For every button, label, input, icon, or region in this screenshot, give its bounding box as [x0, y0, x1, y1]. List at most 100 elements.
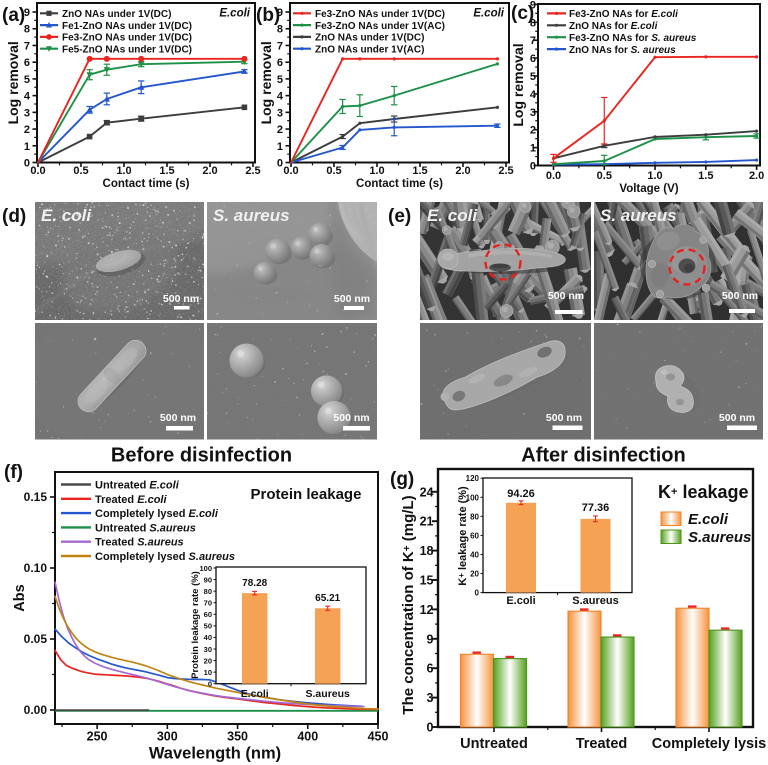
svg-text:Voltage (V): Voltage (V)	[619, 183, 678, 195]
svg-text:0.15: 0.15	[24, 490, 48, 504]
svg-text:Untreated: Untreated	[460, 736, 528, 752]
svg-text:6: 6	[530, 53, 536, 65]
svg-text:The concentration of K+ (mg/L): The concentration of K+ (mg/L)	[400, 495, 417, 714]
svg-text:12: 12	[420, 603, 434, 617]
svg-text:9: 9	[24, 7, 30, 19]
svg-text:0.0: 0.0	[283, 165, 298, 177]
svg-text:Fe3-ZnO NAs under 1V(AC): Fe3-ZnO NAs under 1V(AC)	[315, 21, 445, 32]
svg-text:1.0: 1.0	[116, 165, 131, 177]
svg-text:0: 0	[530, 161, 536, 173]
svg-text:1: 1	[24, 141, 30, 153]
svg-text:Completely lysed E.coli: Completely lysed E.coli	[95, 508, 219, 520]
svg-text:S. aureus: S. aureus	[600, 206, 677, 225]
svg-text:20: 20	[470, 570, 479, 579]
svg-text:300: 300	[157, 730, 178, 744]
svg-text:100: 100	[466, 493, 480, 502]
svg-text:Protein leakage: Protein leakage	[251, 486, 362, 503]
svg-text:6: 6	[24, 57, 30, 69]
svg-text:Fe3-ZnO NAs for S. aureus: Fe3-ZnO NAs for S. aureus	[569, 33, 697, 44]
svg-text:2: 2	[277, 124, 283, 136]
svg-text:ZnO NAs under 1V(AC): ZnO NAs under 1V(AC)	[315, 44, 424, 55]
svg-text:9: 9	[427, 632, 434, 646]
svg-text:Fe3-ZnO NAs for E.coli: Fe3-ZnO NAs for E.coli	[569, 9, 678, 20]
svg-text:Abs: Abs	[12, 584, 28, 611]
svg-text:0: 0	[24, 158, 30, 170]
svg-text:3: 3	[277, 107, 283, 119]
svg-text:Log removal: Log removal	[5, 41, 21, 124]
svg-text:After disinfection: After disinfection	[521, 445, 685, 467]
svg-text:40: 40	[204, 633, 212, 642]
svg-text:250: 250	[87, 730, 108, 744]
svg-text:77.36: 77.36	[582, 502, 610, 514]
svg-text:3: 3	[24, 107, 30, 119]
svg-text:E.coli: E.coli	[473, 8, 504, 20]
svg-text:24: 24	[420, 485, 434, 499]
svg-text:500 nm: 500 nm	[333, 412, 369, 424]
svg-text:2: 2	[24, 124, 30, 136]
svg-text:6: 6	[427, 662, 434, 676]
svg-text:(c): (c)	[511, 3, 534, 24]
svg-text:20: 20	[204, 656, 212, 665]
svg-text:Untreated E.coli: Untreated E.coli	[95, 480, 180, 492]
svg-text:500 nm: 500 nm	[548, 290, 584, 302]
svg-text:2.0: 2.0	[749, 170, 764, 182]
svg-text:80: 80	[470, 512, 479, 521]
svg-text:120: 120	[466, 474, 480, 483]
svg-text:Completely lysis: Completely lysis	[652, 736, 766, 752]
svg-text:Log removal: Log removal	[258, 41, 274, 124]
svg-text:Fe3-ZnO NAs under 1V(DC): Fe3-ZnO NAs under 1V(DC)	[315, 9, 445, 20]
svg-text:E. coli: E. coli	[41, 206, 92, 225]
svg-text:2: 2	[530, 125, 536, 137]
svg-text:350: 350	[227, 730, 248, 744]
svg-text:Fe3-ZnO NAs under 1V(DC): Fe3-ZnO NAs under 1V(DC)	[62, 33, 192, 44]
svg-text:500 nm: 500 nm	[719, 412, 755, 424]
svg-text:ZnO NAs for E.coli: ZnO NAs for E.coli	[569, 21, 658, 32]
svg-text:Contact time (s): Contact time (s)	[103, 178, 190, 190]
svg-text:10: 10	[204, 668, 212, 677]
svg-text:S.aureus: S.aureus	[306, 688, 351, 700]
svg-text:500 nm: 500 nm	[722, 290, 758, 302]
svg-text:0.0: 0.0	[546, 170, 561, 182]
svg-text:0.5: 0.5	[73, 165, 88, 177]
svg-text:8: 8	[277, 24, 283, 36]
svg-text:1: 1	[530, 143, 536, 155]
svg-text:60: 60	[204, 610, 212, 619]
svg-text:8: 8	[24, 24, 30, 36]
svg-text:1.0: 1.0	[647, 170, 662, 182]
svg-text:0: 0	[475, 589, 480, 598]
svg-text:40: 40	[470, 551, 479, 560]
svg-text:94.26: 94.26	[507, 488, 535, 500]
svg-text:E.coli: E.coli	[688, 511, 729, 528]
svg-text:5: 5	[530, 71, 536, 83]
svg-text:0.05: 0.05	[24, 632, 48, 646]
svg-text:15: 15	[420, 574, 434, 588]
svg-text:1.5: 1.5	[698, 170, 713, 182]
svg-text:Treated E.coli: Treated E.coli	[95, 494, 167, 506]
svg-text:Protein leakage rate (%): Protein leakage rate (%)	[190, 571, 201, 679]
svg-text:21: 21	[420, 515, 434, 529]
svg-text:7: 7	[530, 35, 536, 47]
svg-text:1.5: 1.5	[412, 165, 427, 177]
svg-text:9: 9	[530, 0, 536, 11]
svg-text:ZnO NAs under 1V(DC): ZnO NAs under 1V(DC)	[62, 9, 171, 20]
svg-text:100: 100	[199, 564, 212, 573]
svg-text:S. aureus: S. aureus	[213, 206, 290, 225]
svg-text:1.5: 1.5	[159, 165, 174, 177]
svg-text:5: 5	[24, 74, 30, 86]
svg-text:1: 1	[277, 141, 283, 153]
svg-text:18: 18	[420, 544, 434, 558]
svg-text:(g): (g)	[390, 469, 414, 490]
svg-text:6: 6	[277, 57, 283, 69]
svg-text:4: 4	[24, 91, 31, 103]
svg-text:(f): (f)	[4, 462, 23, 483]
svg-text:70: 70	[204, 599, 212, 608]
svg-text:(e): (e)	[388, 206, 411, 227]
svg-text:0: 0	[277, 158, 283, 170]
svg-text:Log removal: Log removal	[510, 43, 526, 126]
svg-text:ZnO NAs under 1V(DC): ZnO NAs under 1V(DC)	[315, 33, 424, 44]
svg-text:0.0: 0.0	[30, 165, 45, 177]
svg-text:Contact time (s): Contact time (s)	[356, 178, 443, 190]
svg-text:3: 3	[530, 107, 536, 119]
svg-text:90: 90	[204, 575, 212, 584]
svg-text:78.28: 78.28	[242, 578, 267, 589]
